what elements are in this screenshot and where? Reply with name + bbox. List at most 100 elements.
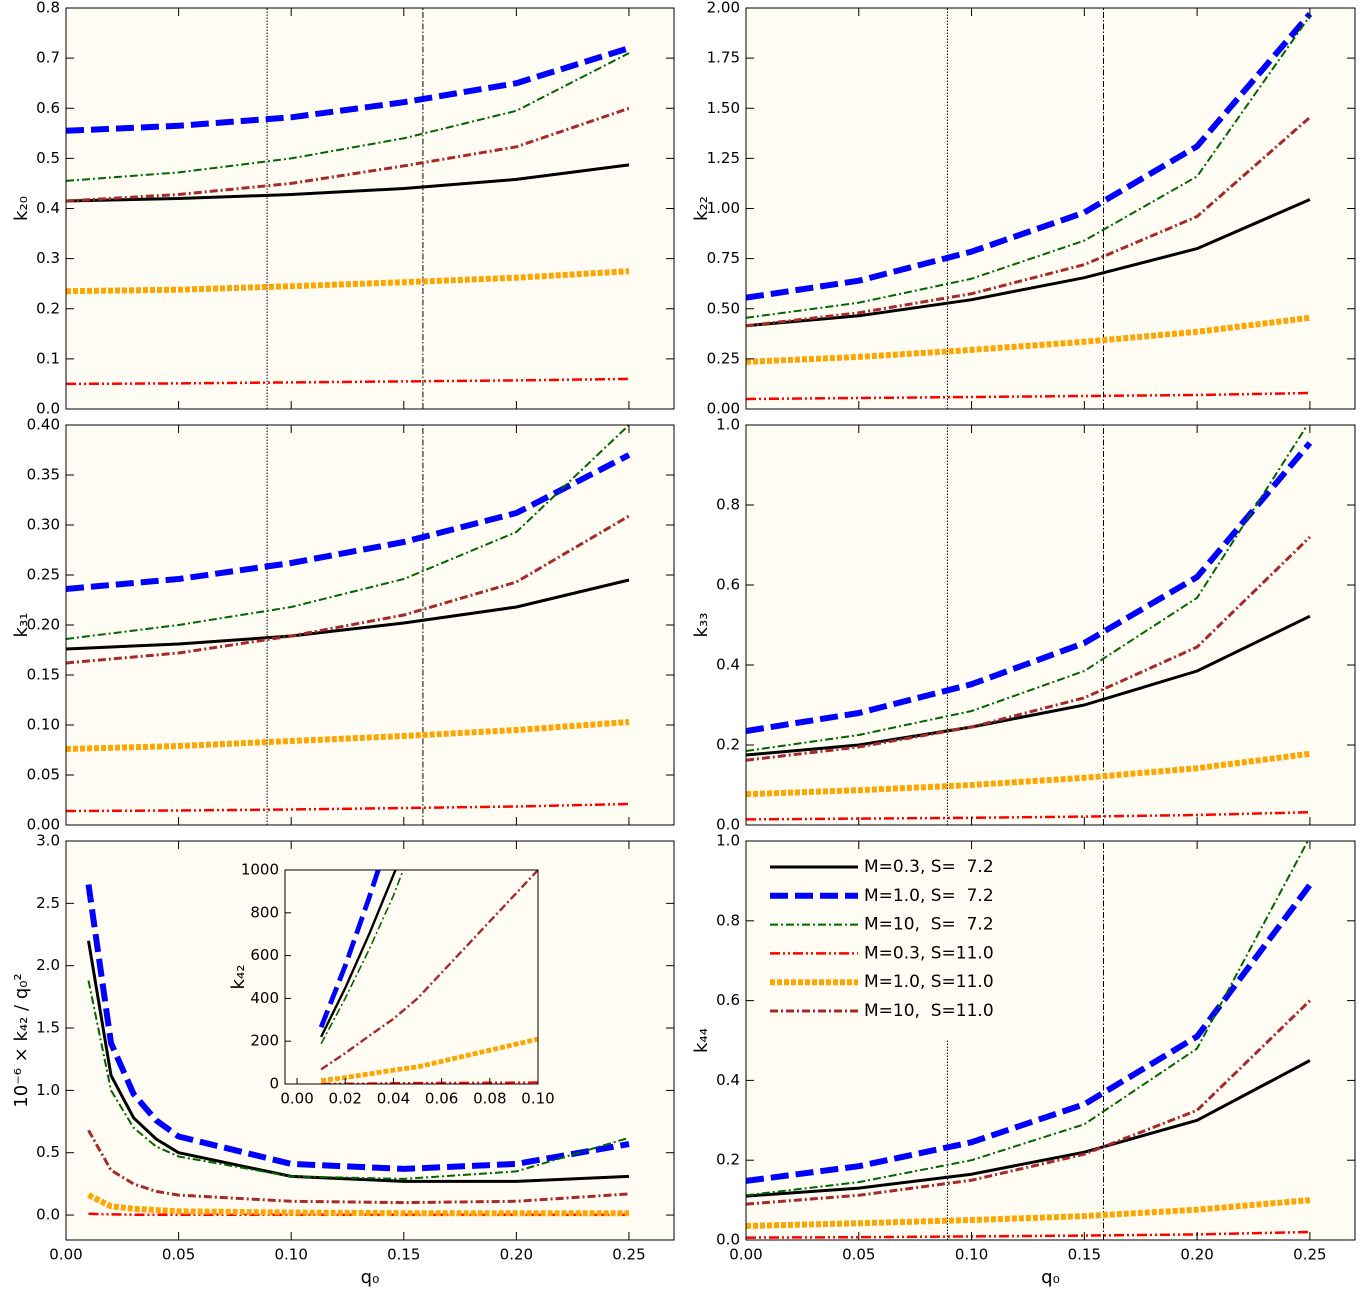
y-tick-label: 0.6	[716, 991, 740, 1009]
plot-content	[746, 425, 1313, 825]
y-tick-label: 0.35	[27, 466, 60, 484]
panel: 0.00 0.25 0.50 0.75 1.00 1.25 1.50 1.75 2.00 k₂₂	[691, 0, 1356, 418]
series-line	[66, 802, 630, 813]
plot-content	[746, 841, 1313, 1240]
y-tick-label: 1000	[241, 861, 279, 879]
series-line	[746, 1230, 1310, 1239]
y-tick-label: 0.1	[36, 349, 60, 367]
y-tick-label: 2.0	[36, 956, 60, 974]
series-line	[87, 940, 630, 1183]
y-axis-label: k₃₁	[11, 613, 32, 638]
series-line	[746, 12, 1313, 301]
series-line	[85, 884, 630, 1172]
x-tick-label: 0.10	[521, 1090, 554, 1108]
y-tick-label: 0.0	[36, 1206, 60, 1224]
y-tick-label: 600	[250, 946, 279, 964]
x-tick-label: 0.05	[162, 1246, 195, 1264]
legend: M=0.3, S= 7.2 M=1.0, S= 7.2 M=10, S= 7.2 M=…	[770, 857, 994, 1021]
series-line	[746, 750, 1311, 798]
series-line	[746, 15, 1311, 319]
series-line	[66, 425, 630, 640]
frame	[745, 424, 1356, 826]
legend-label: M=0.3, S= 7.2	[864, 857, 994, 877]
y-tick-label: 0.2	[716, 736, 740, 754]
plot-content	[66, 8, 630, 409]
series-line	[321, 1081, 538, 1084]
legend-label: M=1.0, S= 7.2	[864, 886, 994, 906]
y-tick-label: 0.0	[716, 1231, 740, 1249]
series-line	[320, 1036, 538, 1083]
x-tick-label: 0.06	[425, 1090, 458, 1108]
plot-area	[66, 425, 674, 825]
series-line	[318, 870, 381, 1029]
series-line	[88, 1212, 629, 1217]
x-axis-label: q₀	[1041, 1267, 1060, 1288]
y-tick-label: 0.05	[27, 766, 60, 784]
legend-label: M=1.0, S=11.0	[864, 972, 994, 992]
x-tick-label: 0.04	[377, 1090, 410, 1108]
series-line	[746, 999, 1311, 1206]
series-line	[66, 452, 631, 592]
panel: 0.00 0.05 0.10 0.15 0.20 0.25 0.30 0.35 0.40 k₃₁	[11, 416, 675, 834]
x-tick-label: 0.08	[473, 1090, 506, 1108]
frame	[65, 840, 675, 1241]
y-axis-label: k₄₄	[691, 1028, 712, 1053]
x-tick-label: 0.05	[842, 1246, 875, 1264]
plot-content	[746, 8, 1313, 409]
y-tick-label: 3.0	[36, 832, 60, 850]
y-tick-label: 400	[250, 989, 279, 1007]
series-line	[66, 719, 630, 752]
plot-content	[85, 884, 630, 1217]
series-line	[66, 45, 630, 134]
legend-label: M=0.3, S=11.0	[864, 943, 994, 963]
y-tick-label: 0.15	[27, 666, 60, 684]
series-line	[746, 116, 1311, 328]
x-tick-label: 0.15	[387, 1246, 420, 1264]
panel: 0.0 0.2 0.4 0.6 0.8 1.0 k₃₃	[691, 416, 1356, 834]
y-tick-label: 1.25	[707, 149, 740, 167]
y-tick-label: 800	[250, 903, 279, 921]
y-axis-label: 10⁻⁶ × k₄₂ / q₀²	[11, 973, 32, 1107]
x-tick-label: 0.10	[955, 1246, 988, 1264]
y-tick-label: 0.0	[716, 816, 740, 834]
plot-area	[746, 425, 1355, 825]
frame	[284, 869, 539, 1085]
y-tick-label: 0.00	[27, 816, 60, 834]
x-tick-label: 0.25	[1293, 1246, 1326, 1264]
y-tick-label: 0.4	[716, 656, 740, 674]
y-tick-label: 2.5	[36, 894, 60, 912]
y-tick-label: 0.4	[36, 199, 60, 217]
y-tick-label: 0.0	[36, 400, 60, 418]
y-tick-label: 200	[250, 1032, 279, 1050]
plot-area	[746, 841, 1355, 1240]
y-tick-label: 1.75	[707, 49, 740, 67]
y-tick-label: 1.00	[707, 199, 740, 217]
y-axis-label: k₃₃	[691, 613, 712, 638]
panel: 0.0 0.1 0.2 0.3 0.4 0.5 0.6 0.7 0.8 k₂₀	[11, 0, 675, 418]
y-tick-label: 0.7	[36, 49, 60, 67]
y-tick-label: 0.50	[707, 299, 740, 317]
series-line	[66, 578, 630, 651]
series-line	[746, 391, 1310, 401]
series-line	[746, 614, 1311, 757]
y-tick-label: 0.2	[36, 299, 60, 317]
y-tick-label: 1.0	[716, 832, 740, 850]
plot-area	[66, 8, 674, 409]
y-tick-label: 0.5	[36, 149, 60, 167]
series-line	[320, 870, 397, 1038]
y-tick-label: 1.50	[707, 99, 740, 117]
panel: 0.0 0.2 0.4 0.6 0.8 1.0 0.00 0.05 0.10 0.15 0.20 0.…	[691, 832, 1356, 1288]
y-tick-label: 0.4	[716, 1071, 740, 1089]
series-line	[746, 1197, 1311, 1229]
x-tick-label: 0.10	[274, 1246, 307, 1264]
series-line	[66, 377, 630, 386]
x-tick-label: 0.02	[329, 1090, 362, 1108]
x-tick-label: 0.00	[49, 1246, 82, 1264]
y-tick-label: 0.2	[716, 1151, 740, 1169]
x-axis-label: q₀	[361, 1267, 380, 1288]
legend-label: M=10, S=11.0	[864, 1001, 994, 1021]
x-tick-label: 0.00	[729, 1246, 762, 1264]
x-tick-label: 0.15	[1068, 1246, 1101, 1264]
y-tick-label: 0.8	[716, 911, 740, 929]
series-line	[746, 441, 1313, 734]
